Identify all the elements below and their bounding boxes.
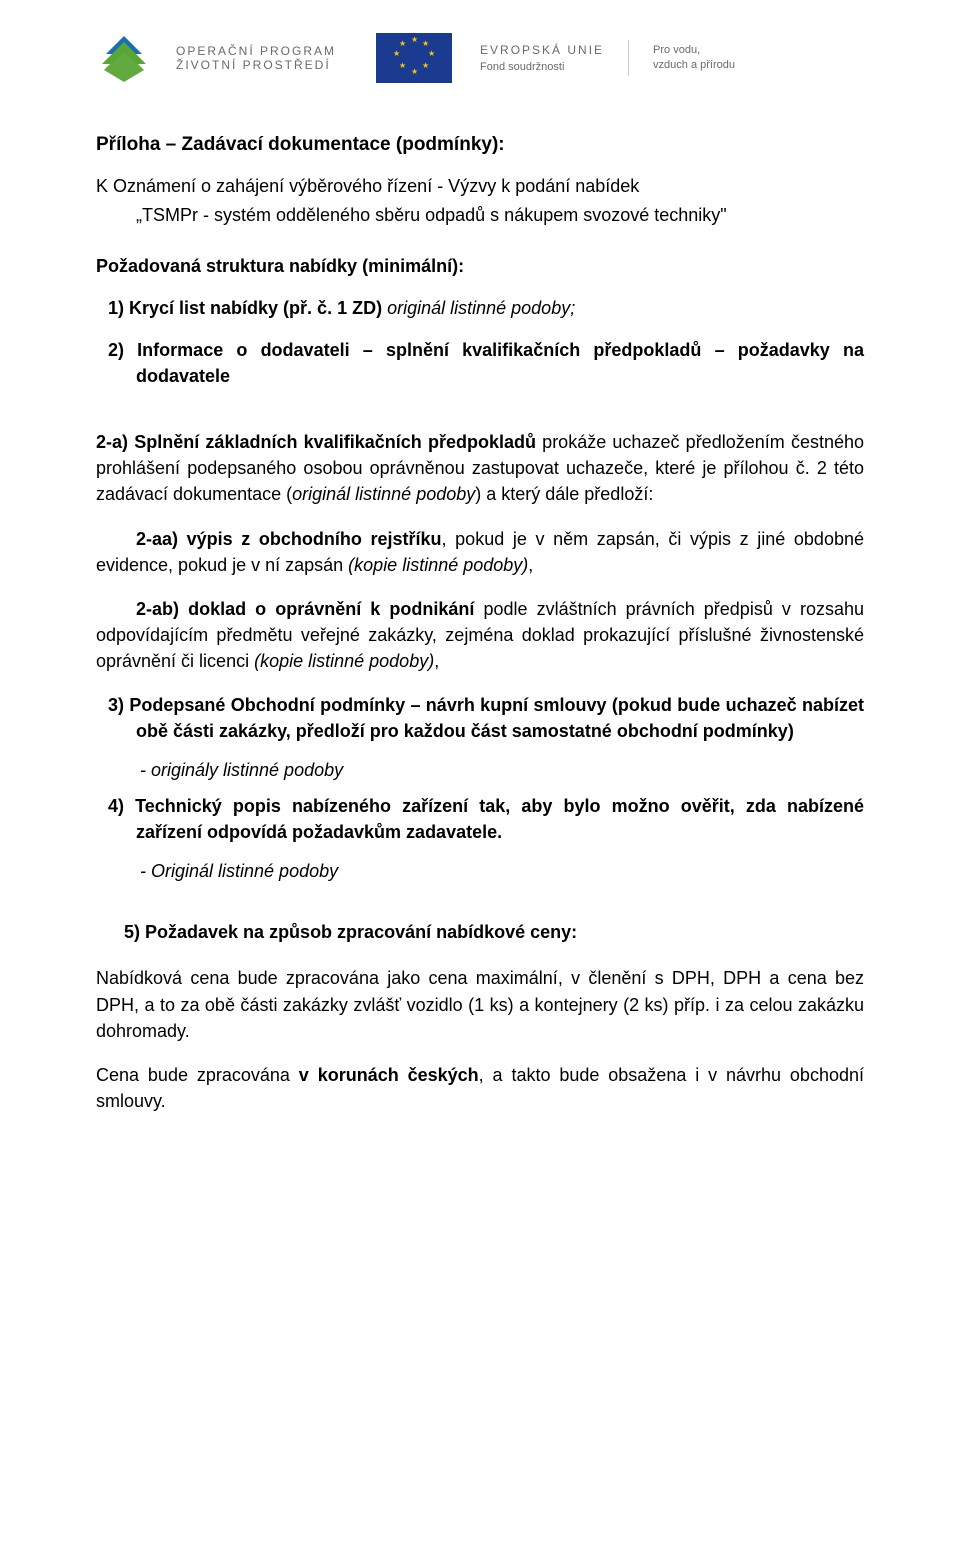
p2ab-tail: , bbox=[434, 651, 439, 671]
p2aa-ital: (kopie listinné podoby) bbox=[348, 555, 528, 575]
env-line2: ŽIVOTNÍ PROSTŘEDÍ bbox=[176, 58, 336, 72]
item-4: 4) Technický popis nabízeného zařízení t… bbox=[136, 793, 864, 845]
item-1: 1) Krycí list nabídky (př. č. 1 ZD) orig… bbox=[136, 295, 864, 321]
para-2aa: 2-aa) výpis z obchodního rejstříku, poku… bbox=[96, 526, 864, 578]
item1-ital: originál listinné podoby; bbox=[387, 298, 575, 318]
para-price2: Cena bude zpracována v korunách českých,… bbox=[96, 1062, 864, 1114]
item-2: 2) Informace o dodavateli – splnění kval… bbox=[136, 337, 864, 389]
p2ab-bold: 2-ab) doklad o oprávnění k podnikání bbox=[136, 599, 474, 619]
env-logo-icon bbox=[96, 30, 152, 86]
price2-bold: v korunách českých bbox=[299, 1065, 479, 1085]
header: OPERAČNÍ PROGRAM ŽIVOTNÍ PROSTŘEDÍ ★ ★ ★… bbox=[96, 30, 864, 86]
page-title: Příloha – Zadávací dokumentace (podmínky… bbox=[96, 134, 864, 156]
document-page: OPERAČNÍ PROGRAM ŽIVOTNÍ PROSTŘEDÍ ★ ★ ★… bbox=[0, 0, 960, 1172]
p2aa-tail: , bbox=[528, 555, 533, 575]
p2aa-bold: 2-aa) výpis z obchodního rejstříku bbox=[136, 529, 442, 549]
subheading: K Oznámení o zahájení výběrového řízení … bbox=[96, 176, 864, 197]
section-heading: Požadovaná struktura nabídky (minimální)… bbox=[96, 256, 864, 277]
item-5: 5) Požadavek na způsob zpracování nabídk… bbox=[124, 922, 864, 943]
item-3-bullet: - originály listinné podoby bbox=[160, 760, 864, 781]
slogan-line1: Pro vodu, bbox=[653, 43, 735, 58]
item-4-bullet: - Originál listinné podoby bbox=[160, 861, 864, 882]
eu-line1: EVROPSKÁ UNIE bbox=[480, 43, 604, 57]
para-2ab: 2-ab) doklad o oprávnění k podnikání pod… bbox=[96, 596, 864, 674]
item-3: 3) Podepsané Obchodní podmínky – návrh k… bbox=[136, 692, 864, 744]
p2a-ital: originál listinné podoby bbox=[292, 484, 475, 504]
p2a-bold: 2-a) Splnění základních kvalifikačních p… bbox=[96, 432, 536, 452]
para-2a: 2-a) Splnění základních kvalifikačních p… bbox=[96, 429, 864, 507]
divider bbox=[628, 40, 629, 76]
p2ab-ital: (kopie listinné podoby) bbox=[254, 651, 434, 671]
para-price1: Nabídková cena bude zpracována jako cena… bbox=[96, 965, 864, 1043]
price2-pre: Cena bude zpracována bbox=[96, 1065, 299, 1085]
env-line1: OPERAČNÍ PROGRAM bbox=[176, 44, 336, 58]
eu-text: EVROPSKÁ UNIE Fond soudržnosti bbox=[480, 43, 604, 73]
project-name: „TSMPr - systém odděleného sběru odpadů … bbox=[136, 205, 864, 226]
eu-line2: Fond soudržnosti bbox=[480, 61, 604, 73]
p2a-tail: ) a který dále předloží: bbox=[475, 484, 653, 504]
env-program-text: OPERAČNÍ PROGRAM ŽIVOTNÍ PROSTŘEDÍ bbox=[176, 44, 336, 73]
item1-pre: 1) Krycí list nabídky (př. č. 1 ZD) bbox=[108, 298, 387, 318]
slogan-line2: vzduch a přírodu bbox=[653, 58, 735, 73]
eu-flag-icon: ★ ★ ★ ★ ★ ★ ★ ★ bbox=[376, 33, 452, 83]
slogan: Pro vodu, vzduch a přírodu bbox=[653, 43, 735, 73]
